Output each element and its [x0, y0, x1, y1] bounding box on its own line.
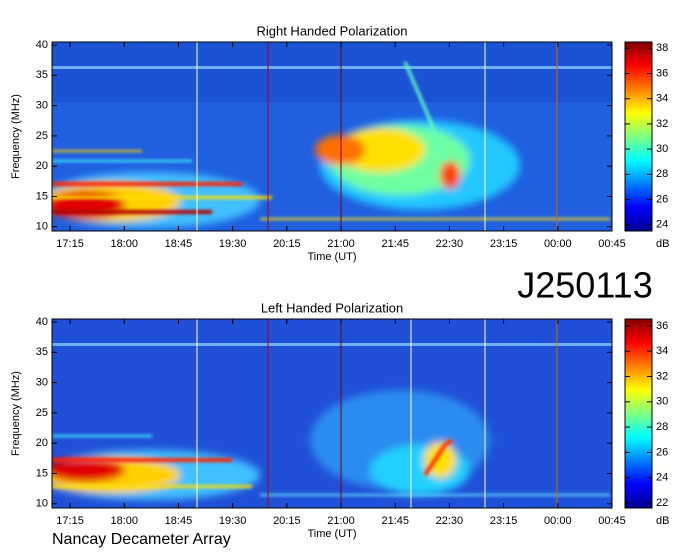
colorbar-tick-label: 22 [656, 497, 668, 509]
x-tick-label: 21:45 [381, 515, 409, 527]
figure-title: J250113 [517, 265, 652, 306]
y-tick-label: 10 [36, 498, 48, 510]
colorbar-label: dB [656, 515, 669, 527]
colorbar-tick-label: 30 [656, 396, 668, 408]
x-axis-label: Time (UT) [307, 251, 356, 263]
spectrogram [52, 42, 612, 231]
footer: Nancay Decameter Array [52, 531, 231, 548]
x-tick-label: 18:00 [110, 515, 138, 527]
colorbar-tick-label: 28 [656, 421, 668, 433]
x-tick-label: 17:15 [56, 515, 84, 527]
spectrogram [52, 319, 612, 508]
colorbar-tick-label: 38 [656, 42, 668, 54]
colorbar-tick-label: 26 [656, 193, 668, 205]
x-tick-label: 19:30 [219, 238, 247, 250]
x-tick-label: 22:30 [436, 515, 464, 527]
x-axis-label: Time (UT) [307, 528, 356, 540]
y-tick-label: 40 [36, 316, 48, 328]
colorbar-tick-label: 34 [656, 93, 668, 105]
x-tick-label: 00:00 [544, 515, 572, 527]
x-tick-label: 00:45 [598, 238, 626, 250]
x-tick-label: 00:00 [544, 238, 572, 250]
plot-frame [51, 318, 613, 509]
colorbar-tick-label: 24 [656, 472, 668, 484]
colorbar-tick-label: 36 [656, 67, 668, 79]
colorbar-tick-label: 28 [656, 168, 668, 180]
y-tick-label: 35 [36, 346, 48, 358]
y-axis-label: Frequency (MHz) [10, 94, 22, 179]
y-tick-label: 20 [36, 437, 48, 449]
colorbar-tick-label: 36 [656, 320, 668, 332]
x-tick-label: 17:15 [56, 238, 84, 250]
colorbar [624, 41, 653, 232]
y-tick-label: 30 [36, 100, 48, 112]
y-tick-label: 25 [36, 407, 48, 419]
x-tick-label: 23:15 [490, 238, 518, 250]
x-tick-label: 19:30 [219, 515, 247, 527]
colorbar-tick-label: 24 [656, 219, 668, 231]
x-tick-label: 22:30 [436, 238, 464, 250]
y-tick-label: 30 [36, 377, 48, 389]
x-tick-label: 20:15 [273, 238, 301, 250]
y-tick-label: 25 [36, 130, 48, 142]
x-tick-label: 18:00 [110, 238, 138, 250]
chart-title: Left Handed Polarization [261, 300, 403, 315]
y-tick-label: 40 [36, 39, 48, 51]
y-tick-label: 35 [36, 69, 48, 81]
y-tick-label: 10 [36, 221, 48, 233]
colorbar-tick-label: 32 [656, 370, 668, 382]
chart-title: Right Handed Polarization [256, 23, 407, 38]
colorbar [624, 318, 653, 509]
x-tick-label: 23:15 [490, 515, 518, 527]
colorbar-tick-label: 30 [656, 143, 668, 155]
x-tick-label: 18:45 [165, 515, 193, 527]
x-tick-label: 20:15 [273, 515, 301, 527]
colorbar-tick-label: 34 [656, 345, 668, 357]
x-tick-label: 21:00 [327, 515, 355, 527]
plot-frame [51, 41, 613, 232]
colorbar-tick-label: 32 [656, 118, 668, 130]
colorbar-tick-label: 26 [656, 446, 668, 458]
x-tick-label: 18:45 [165, 238, 193, 250]
y-tick-label: 20 [36, 160, 48, 172]
y-tick-label: 15 [36, 467, 48, 479]
colorbar-label: dB [656, 238, 669, 250]
y-tick-label: 15 [36, 190, 48, 202]
x-tick-label: 21:45 [381, 238, 409, 250]
y-axis-label: Frequency (MHz) [10, 371, 22, 456]
x-tick-label: 21:00 [327, 238, 355, 250]
x-tick-label: 00:45 [598, 515, 626, 527]
